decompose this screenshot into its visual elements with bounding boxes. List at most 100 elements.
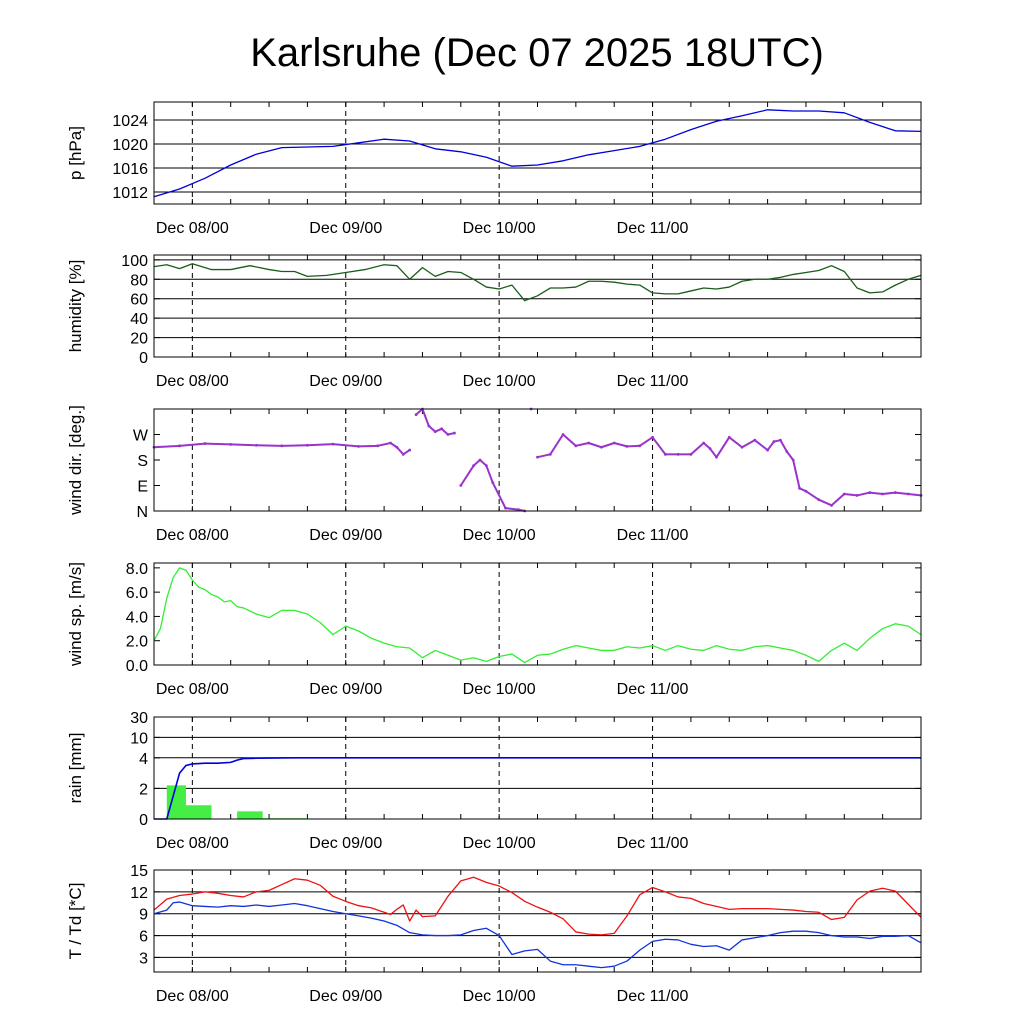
wind-direction-segment — [895, 491, 909, 495]
wind-direction-y-tick-label: E — [137, 479, 148, 496]
wind-speed-panel: 0.0 2.0 4.0 6.0 8.0 Dec 08/00 Dec 09/00 Dec 10/… — [66, 561, 922, 698]
humidity-y-tick-label: 100 — [121, 253, 148, 270]
wind-direction-y-tick-label: W — [133, 428, 149, 445]
pressure-y-tick-label: 1020 — [112, 137, 148, 154]
wind-direction-segment — [844, 493, 858, 497]
wind-direction-segment — [856, 491, 871, 497]
wind-direction-segment — [281, 444, 308, 447]
wind-speed-y-tick-label: 4.0 — [126, 609, 148, 626]
wind-direction-segment — [491, 482, 507, 509]
chart-title: Karlsruhe (Dec 07 2025 18UTC) — [250, 31, 824, 75]
humidity-x-tick-label: Dec 11/00 — [617, 373, 689, 390]
wind-direction-segment — [728, 436, 743, 449]
wind-speed-y-tick-label: 8.0 — [126, 561, 148, 578]
wind-speed-x-tick-label: Dec 11/00 — [617, 681, 689, 698]
temperature-x-tick-label: Dec 11/00 — [617, 988, 689, 1005]
rain-total-line — [154, 756, 921, 820]
humidity-y-axis-label: humidity [%] — [66, 260, 85, 353]
wind-direction-segment — [307, 443, 334, 447]
wind-direction-segment — [601, 442, 615, 449]
rain-y-tick-label: 10 — [130, 730, 148, 747]
rain-x-tick-label: Dec 08/00 — [156, 835, 229, 852]
wind-direction-y-tick-label: N — [136, 504, 148, 521]
wind-direction-segment — [785, 450, 794, 461]
wind-speed-y-tick-label: 0.0 — [126, 658, 148, 675]
humidity-x-tick-label: Dec 10/00 — [463, 373, 536, 390]
wind-direction-x-tick-label: Dec 11/00 — [617, 527, 689, 544]
wind-direction-segment — [537, 453, 551, 459]
wind-direction-point — [453, 431, 456, 435]
wind-direction-segment — [588, 442, 602, 449]
pressure-y-tick-label: 1016 — [112, 161, 148, 178]
wind-direction-segment — [396, 446, 405, 456]
wind-direction-segment — [415, 408, 424, 416]
pressure-x-tick-label: Dec 08/00 — [156, 220, 229, 237]
humidity-y-tick-label: 0 — [139, 350, 148, 367]
wind-speed-x-tick-label: Dec 09/00 — [309, 681, 382, 698]
pressure-x-tick-label: Dec 09/00 — [309, 220, 382, 237]
humidity-y-tick-label: 60 — [130, 292, 148, 309]
temperature-y-tick-label: 15 — [130, 863, 148, 880]
wind-direction-segment — [908, 493, 922, 497]
temperature-y-tick-label: 12 — [130, 885, 148, 902]
wind-direction-x-tick-label: Dec 08/00 — [156, 527, 229, 544]
pressure-line — [153, 109, 922, 198]
wind-direction-segment — [428, 425, 436, 433]
humidity-line — [153, 263, 922, 302]
rain-x-tick-label: Dec 09/00 — [309, 835, 382, 852]
wind-direction-segment — [472, 459, 481, 467]
pressure-y-tick-label: 1024 — [112, 113, 148, 130]
wind-speed-frame — [153, 562, 922, 666]
rain-x-tick-label: Dec 11/00 — [617, 835, 689, 852]
wind-direction-segment — [562, 433, 577, 447]
humidity-y-tick-label: 40 — [130, 311, 148, 328]
temperature-line — [153, 876, 922, 936]
temperature-x-tick-label: Dec 10/00 — [463, 988, 536, 1005]
wind-direction-segment — [153, 444, 180, 449]
wind-direction-x-tick-label: Dec 10/00 — [463, 527, 536, 544]
humidity-y-tick-label: 80 — [130, 272, 148, 289]
humidity-y-tick-label: 20 — [130, 331, 148, 348]
humidity-x-tick-label: Dec 09/00 — [309, 373, 382, 390]
wind-direction-segment — [421, 408, 430, 427]
temperature-line — [153, 901, 922, 969]
rain-frame — [153, 716, 922, 820]
temperature-x-tick-label: Dec 09/00 — [309, 988, 382, 1005]
wind-direction-y-axis-label: wind dir. [deg.] — [66, 405, 85, 516]
temperature-y-tick-label: 3 — [139, 950, 148, 967]
wind-direction-segment — [575, 442, 589, 447]
wind-direction-segment — [818, 498, 832, 507]
wind-direction-segment — [485, 465, 494, 484]
rain-y-tick-label: 2 — [139, 781, 148, 798]
wind-direction-segment — [639, 436, 654, 447]
wind-speed-y-tick-label: 2.0 — [126, 634, 148, 651]
temperature-y-axis-label: T / Td [*C] — [66, 883, 85, 960]
wind-direction-segment — [779, 439, 788, 452]
wind-speed-x-tick-label: Dec 08/00 — [156, 681, 229, 698]
pressure-frame — [153, 101, 922, 205]
rain-y-tick-label: 0 — [139, 812, 148, 829]
wind-direction-segment — [505, 507, 519, 511]
rain-bar — [237, 811, 263, 819]
pressure-x-tick-label: Dec 11/00 — [617, 220, 689, 237]
wind-direction-segment — [256, 444, 282, 447]
wind-direction-x-tick-label: Dec 09/00 — [309, 527, 382, 544]
wind-direction-segment — [754, 439, 769, 451]
temperature-y-tick-label: 9 — [139, 907, 148, 924]
wind-direction-segment — [715, 436, 731, 458]
wind-direction-segment — [651, 436, 667, 455]
wind-direction-segment — [741, 439, 756, 449]
wind-direction-frame — [153, 408, 922, 512]
wind-direction-point — [408, 448, 412, 452]
wind-direction-segment — [440, 428, 449, 436]
humidity-panel: 0 20 40 60 80 100 Dec 08/00 Dec 09/00 Dec 10/00 D… — [66, 253, 922, 390]
wind-direction-segment — [869, 491, 883, 495]
rain-bar — [185, 805, 212, 819]
wind-direction-segment — [205, 442, 231, 446]
wind-direction-segment — [358, 444, 378, 448]
temperature-y-tick-label: 6 — [139, 929, 148, 946]
temperature-panel: 3 6 9 12 15 Dec 08/00 Dec 09/00 Dec 10/00 Dec 11… — [66, 863, 922, 1005]
pressure-panel: 1012 1016 1020 1024 Dec 08/00 Dec 09/00 Dec 10… — [66, 101, 922, 237]
humidity-x-tick-label: Dec 08/00 — [156, 373, 229, 390]
